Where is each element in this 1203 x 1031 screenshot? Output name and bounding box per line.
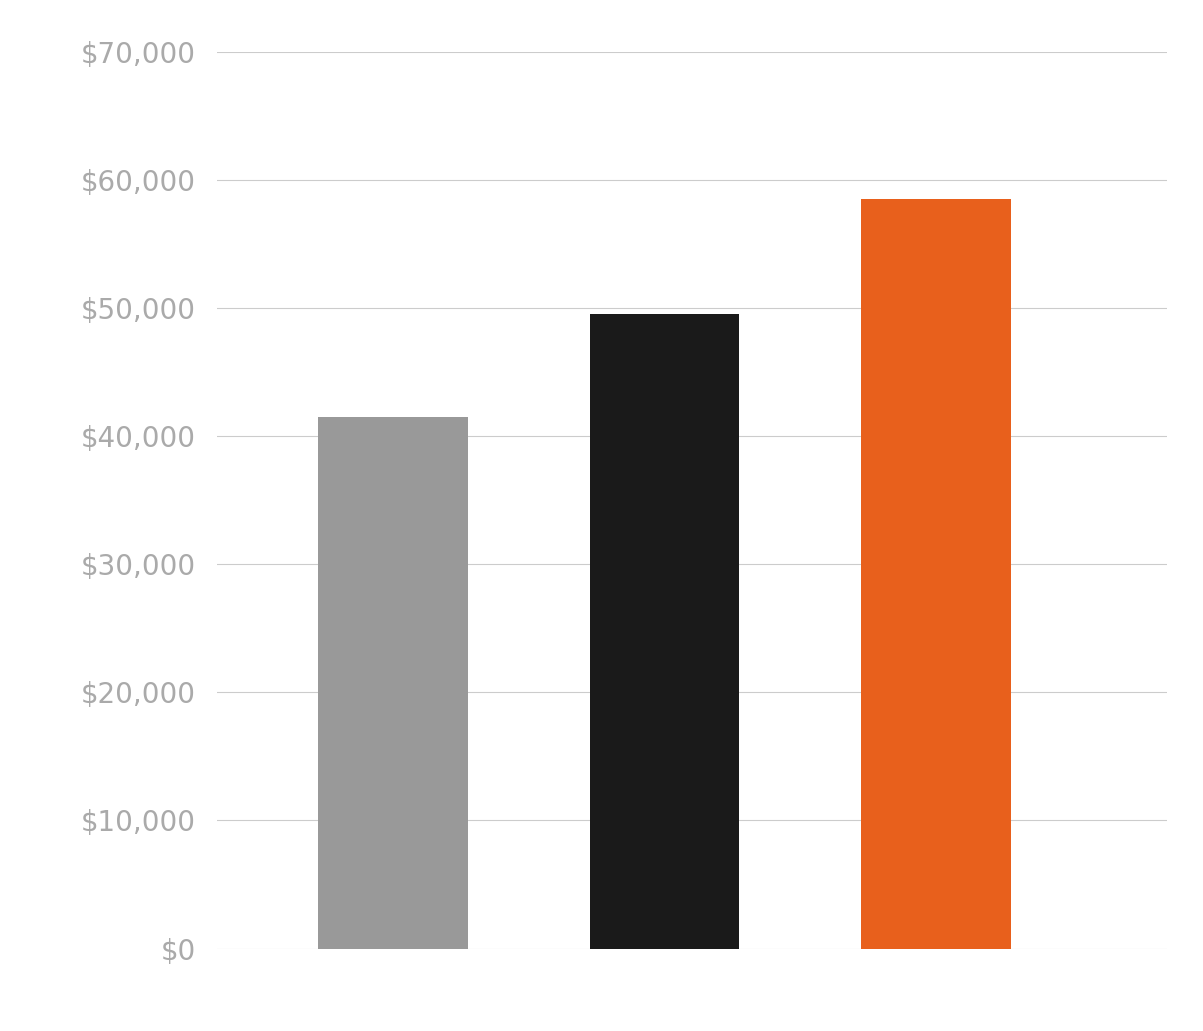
Bar <box>319 417 468 949</box>
Bar <box>861 199 1011 949</box>
Bar <box>589 314 739 949</box>
